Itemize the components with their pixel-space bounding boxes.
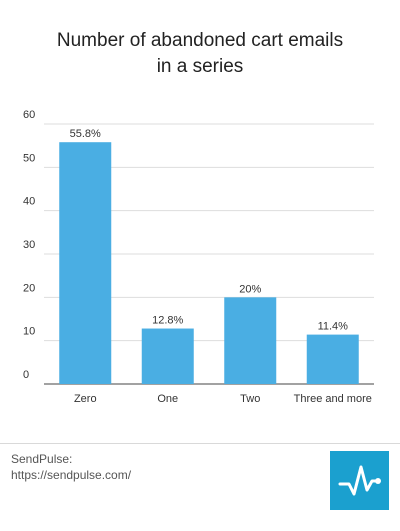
source-url[interactable]: https://sendpulse.com/ [11,468,132,482]
x-axis-ticks: Zero One Two Three and more [74,393,372,405]
chart-title-line-2: in a series [156,56,244,77]
bar [141,328,194,384]
y-tick-label: 40 [23,196,35,208]
y-tick-label: 0 [23,369,29,381]
y-tick-label: 30 [23,239,35,251]
source-credit: SendPulse: https://sendpulse.com/ [11,451,131,483]
x-tick-label: Three and more [294,393,372,405]
bars [59,142,359,384]
chart-title-line-1: Number of abandoned cart emails [56,30,344,51]
y-tick-label: 10 [23,326,35,338]
bar-value-label: 12.8% [152,315,183,327]
bar [306,334,359,384]
y-tick-label: 20 [23,282,35,294]
x-tick-label: Zero [74,393,97,405]
bar [59,142,112,384]
x-tick-label: Two [240,393,260,405]
bar-value-label: 20% [239,283,261,295]
source-brand: SendPulse: [11,452,73,466]
bar-value-label: 55.8% [70,128,101,140]
y-axis-ticks: 0 10 20 30 40 50 60 [23,109,35,381]
x-tick-label: One [157,393,178,405]
data-labels: 55.8% 12.8% 20% 11.4% [70,128,349,332]
bar-chart: 55.8% 12.8% 20% 11.4% 0 10 20 30 40 50 60 Zero One… [23,109,374,405]
pulse-logo-icon [330,451,389,510]
chart-title: Number of abandoned cart emails in a ser… [0,28,400,80]
y-tick-label: 60 [23,109,35,121]
bar-value-label: 11.4% [318,321,349,333]
footer-divider [0,443,400,444]
y-tick-label: 50 [23,152,35,164]
bar [224,297,277,384]
